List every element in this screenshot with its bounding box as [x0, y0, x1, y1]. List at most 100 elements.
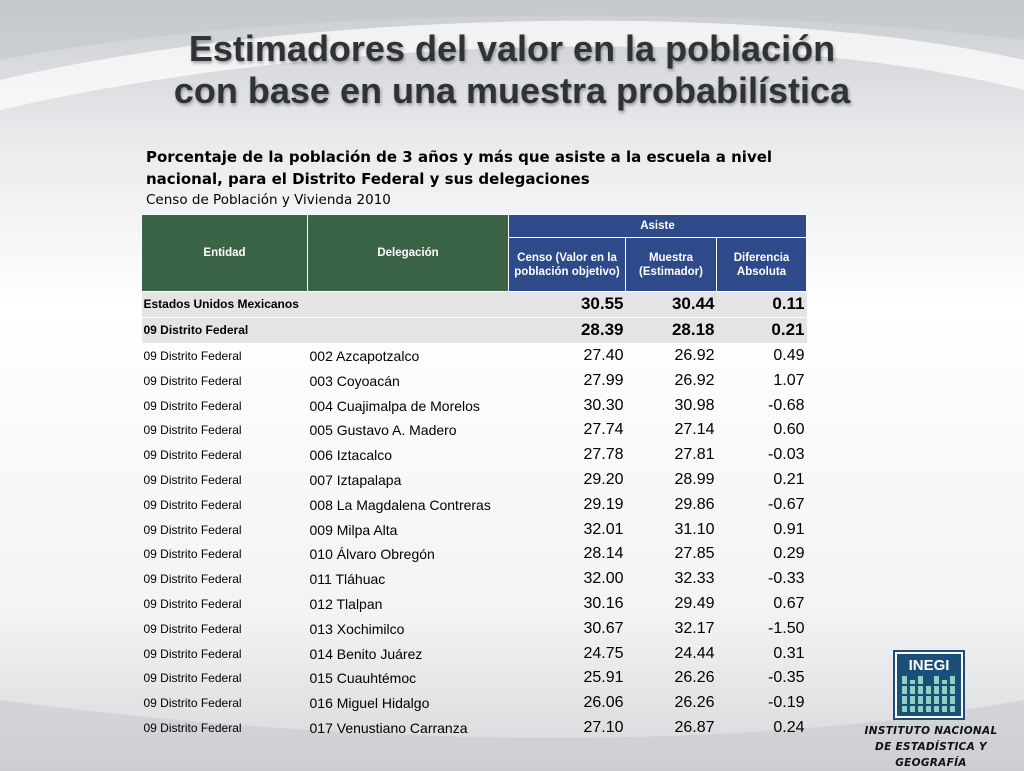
institution-name: INSTITUTO NACIONAL DE ESTADÍSTICA Y GEOG… — [840, 723, 1022, 771]
cell-delegacion: 007 Iztapalapa — [309, 471, 402, 488]
cell-diferencia: -0.33 — [768, 570, 805, 588]
table-row: 09 Distrito Federal 014 Benito Juárez 24.7… — [142, 641, 807, 666]
header-censo: Censo (Valor en la población objetivo) — [508, 237, 626, 292]
cell-censo: 30.30 — [583, 396, 624, 414]
table-row: 09 Distrito Federal 007 Iztapalapa 29.20 28… — [142, 468, 807, 493]
header-entidad: Entidad — [141, 214, 308, 292]
cell-censo: 32.00 — [583, 570, 624, 588]
table-row: 09 Distrito Federal 016 Miguel Hidalgo 26.… — [142, 691, 807, 716]
cell-censo: 26.06 — [583, 694, 624, 712]
cell-muestra: 30.98 — [674, 396, 715, 414]
table-caption: Porcentaje de la población de 3 años y m… — [146, 148, 773, 188]
cell-delegacion: 010 Álvaro Obregón — [309, 546, 435, 563]
cell-entidad: 09 Distrito Federal — [143, 696, 242, 711]
cell-censo: 30.16 — [583, 594, 624, 612]
table-row: 09 Distrito Federal 003 Coyoacán 27.99 26.9… — [142, 368, 807, 393]
cell-delegacion: 008 La Magdalena Contreras — [309, 496, 491, 513]
cell-censo: 32.01 — [583, 520, 624, 538]
cell-delegacion — [307, 317, 509, 344]
cell-censo: 28.14 — [583, 545, 624, 563]
cell-diferencia: 0.60 — [773, 421, 805, 439]
cell-delegacion — [307, 291, 509, 318]
cell-entidad: 09 Distrito Federal — [143, 373, 242, 388]
cell-muestra: 27.14 — [674, 421, 715, 439]
cell-muestra: 32.17 — [674, 619, 715, 637]
cell-censo: 24.75 — [583, 644, 624, 662]
cell-entidad: 09 Distrito Federal — [143, 646, 242, 661]
cell-censo: 27.99 — [583, 371, 624, 389]
cell-entidad: 09 Distrito Federal — [143, 497, 242, 512]
cell-diferencia: -0.68 — [768, 396, 805, 414]
cell-delegacion: 006 Iztacalco — [309, 447, 393, 464]
cell-censo: 25.91 — [583, 669, 624, 687]
cell-muestra: 30.44 — [625, 291, 717, 318]
cell-entidad: 09 Distrito Federal — [143, 720, 242, 735]
cell-entidad: Estados Unidos Mexicanos — [141, 291, 308, 318]
cell-diferencia: 0.11 — [716, 291, 807, 318]
cell-diferencia: -0.67 — [768, 495, 805, 513]
table-row: 09 Distrito Federal 013 Xochimilco 30.67 32… — [142, 616, 807, 641]
cell-diferencia: 0.67 — [773, 594, 805, 612]
cell-entidad: 09 Distrito Federal — [143, 596, 242, 611]
cell-delegacion: 011 Tláhuac — [309, 571, 386, 588]
cell-entidad: 09 Distrito Federal — [143, 423, 242, 438]
cell-entidad: 09 Distrito Federal — [143, 671, 242, 686]
table-row: 09 Distrito Federal 006 Iztacalco 27.78 27.… — [142, 443, 807, 468]
table-row: Estados Unidos Mexicanos 30.55 30.44 0.11 — [141, 291, 807, 318]
cell-censo: 29.19 — [583, 495, 624, 513]
table-row: 09 Distrito Federal 004 Cuajimalpa de Mor… — [142, 393, 807, 418]
cell-muestra: 26.26 — [674, 694, 715, 712]
cell-muestra: 24.44 — [674, 644, 715, 662]
cell-censo: 27.40 — [583, 346, 624, 364]
cell-muestra: 26.26 — [674, 669, 715, 687]
cell-entidad: 09 Distrito Federal — [143, 472, 242, 487]
table-row: 09 Distrito Federal 008 La Magdalena Cont… — [142, 492, 807, 517]
table-row: 09 Distrito Federal 011 Tláhuac 32.00 32.33… — [142, 567, 807, 592]
cell-censo: 27.10 — [583, 718, 624, 736]
cell-diferencia: -0.35 — [768, 669, 805, 687]
cell-entidad: 09 Distrito Federal — [143, 398, 242, 413]
source-note: Censo de Población y Vivienda 2010 — [146, 192, 391, 208]
institution-line: DE ESTADÍSTICA Y GEOGRAFÍA — [875, 741, 987, 769]
header-asiste: Asiste — [507, 213, 808, 239]
cell-muestra: 31.10 — [674, 520, 715, 538]
cell-delegacion: 012 Tlalpan — [309, 595, 383, 612]
cell-diferencia: -1.50 — [768, 619, 805, 637]
cell-censo: 27.78 — [583, 446, 624, 464]
cell-muestra: 29.49 — [674, 594, 715, 612]
cell-diferencia: 1.07 — [773, 371, 805, 389]
data-table: Entidad Delegación Asiste Censo (Valor e… — [141, 213, 808, 740]
title-line: con base en una muestra probabilística — [173, 70, 851, 111]
table-row: 09 Distrito Federal 010 Álvaro Obregón 28.… — [142, 542, 807, 567]
institution-line: INSTITUTO NACIONAL — [864, 725, 998, 737]
table-row: 09 Distrito Federal 015 Cuauhtémoc 25.91 26… — [142, 666, 807, 691]
table-row: 09 Distrito Federal 012 Tlalpan 30.16 29.49… — [142, 592, 807, 617]
cell-delegacion: 013 Xochimilco — [309, 620, 405, 637]
cell-diferencia: 0.29 — [773, 545, 805, 563]
cell-entidad: 09 Distrito Federal — [143, 448, 242, 463]
cell-diferencia: 0.49 — [773, 346, 805, 364]
cell-censo: 30.67 — [583, 619, 624, 637]
cell-diferencia: 0.21 — [773, 470, 805, 488]
cell-muestra: 28.18 — [625, 317, 717, 344]
table-row: 09 Distrito Federal 009 Milpa Alta 32.01 31… — [142, 517, 807, 542]
cell-delegacion: 015 Cuauhtémoc — [309, 670, 417, 687]
cell-delegacion: 002 Azcapotzalco — [309, 347, 420, 364]
cell-delegacion: 017 Venustiano Carranza — [309, 719, 468, 736]
cell-censo: 30.55 — [508, 291, 626, 318]
cell-muestra: 27.81 — [674, 446, 715, 464]
cell-entidad: 09 Distrito Federal — [143, 348, 242, 363]
cell-muestra: 26.92 — [674, 346, 715, 364]
header-diferencia: Diferencia Absoluta — [715, 237, 808, 292]
cell-diferencia: 0.24 — [773, 718, 805, 736]
header-muestra: Muestra (Estimador) — [625, 237, 717, 292]
cell-delegacion: 016 Miguel Hidalgo — [309, 695, 430, 712]
cell-delegacion: 005 Gustavo A. Madero — [309, 422, 457, 439]
cell-muestra: 27.85 — [674, 545, 715, 563]
cell-muestra: 29.86 — [674, 495, 715, 513]
cell-diferencia: -0.19 — [768, 694, 805, 712]
cell-entidad: 09 Distrito Federal — [143, 547, 242, 562]
cell-delegacion: 009 Milpa Alta — [309, 521, 398, 538]
cell-entidad: 09 Distrito Federal — [143, 572, 242, 587]
